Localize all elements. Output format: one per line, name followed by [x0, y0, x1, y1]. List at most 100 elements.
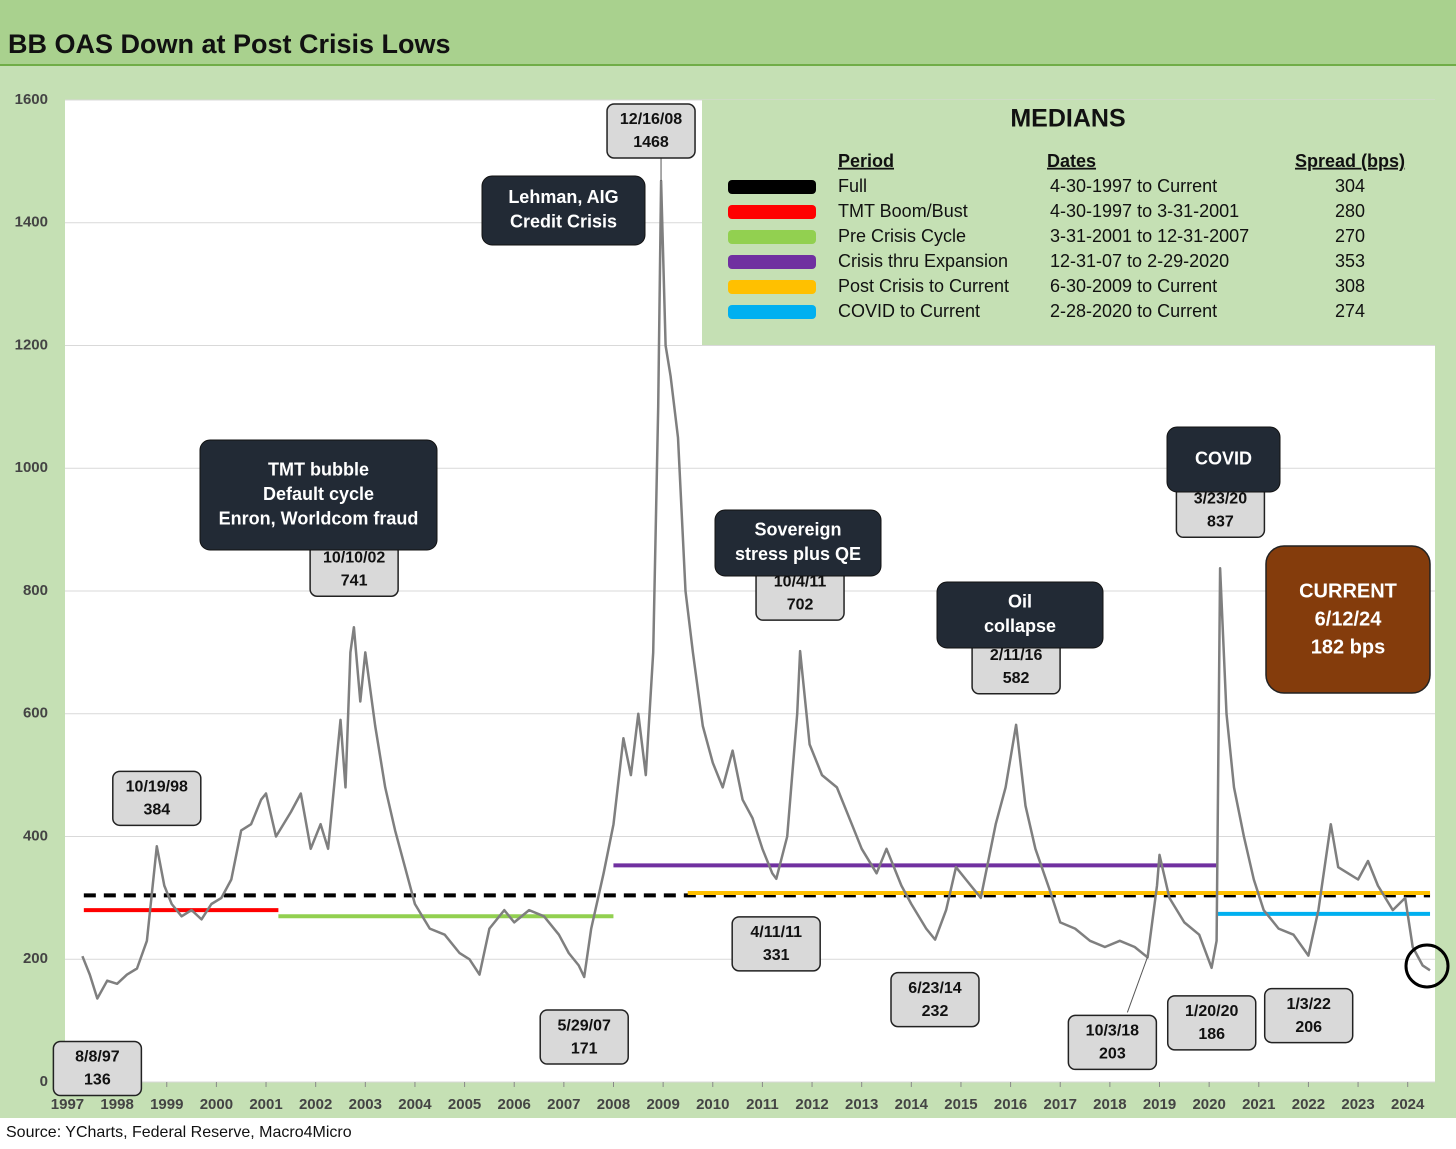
x-tick-label: 2008 — [597, 1096, 630, 1113]
x-tick-label: 2018 — [1093, 1096, 1126, 1113]
x-tick-label: 2023 — [1341, 1096, 1374, 1113]
medians-header: Spread (bps) — [1295, 151, 1405, 171]
annotation-box — [52, 1040, 143, 1097]
x-tick-label: 2012 — [795, 1096, 828, 1113]
x-tick-label: 2011 — [746, 1096, 779, 1113]
x-tick-label: 2004 — [398, 1096, 432, 1113]
x-tick-label: 2019 — [1143, 1096, 1176, 1113]
annotation-value: 384 — [143, 802, 170, 819]
median-value: 353 — [1335, 251, 1365, 271]
median-value: 304 — [1335, 176, 1365, 196]
legend-swatch — [728, 255, 816, 269]
legend-swatch — [728, 180, 816, 194]
median-dates: 3-31-2001 to 12-31-2007 — [1050, 226, 1249, 246]
annotation-value: 702 — [787, 596, 814, 613]
median-dates: 2-28-2020 to Current — [1050, 301, 1217, 321]
current-text: 6/12/24 — [1315, 608, 1383, 630]
legend-label: Pre Crisis Cycle — [838, 226, 966, 246]
x-tick-label: 2001 — [249, 1096, 282, 1113]
annotation-box — [1067, 1014, 1158, 1071]
median-value: 270 — [1335, 226, 1365, 246]
note-text: Default cycle — [263, 484, 374, 504]
annotation-date: 10/19/98 — [126, 779, 188, 796]
x-tick-label: 2009 — [646, 1096, 679, 1113]
current-box — [1265, 545, 1431, 694]
annotation-value: 837 — [1207, 514, 1234, 531]
x-tick-label: 2002 — [299, 1096, 332, 1113]
median-dates: 6-30-2009 to Current — [1050, 276, 1217, 296]
annotation-box — [890, 971, 980, 1028]
medians-title: MEDIANS — [1010, 105, 1125, 133]
y-tick-label: 1600 — [15, 91, 48, 108]
source: Source: YCharts, Federal Reserve, Macro4… — [6, 1124, 352, 1141]
medians-header: Dates — [1047, 151, 1096, 171]
median-value: 280 — [1335, 201, 1365, 221]
medians-header: Period — [838, 151, 894, 171]
note-box — [1166, 426, 1281, 493]
annotation-date: 12/16/08 — [620, 111, 682, 128]
annotation-value: 741 — [341, 572, 368, 589]
x-tick-label: 2000 — [200, 1096, 233, 1113]
note-box — [199, 439, 438, 551]
x-tick-label: 2015 — [944, 1096, 977, 1113]
median-dates: 12-31-07 to 2-29-2020 — [1050, 251, 1229, 271]
annotation-value: 186 — [1198, 1026, 1225, 1043]
leader — [1126, 957, 1148, 1013]
annotation-box — [112, 770, 202, 827]
current-text: 182 bps — [1311, 636, 1385, 658]
x-tick-label: 1998 — [100, 1096, 133, 1113]
annotation-date: 10/3/18 — [1086, 1023, 1139, 1040]
legend-swatch — [728, 230, 816, 244]
note-text: stress plus QE — [735, 544, 861, 564]
annotation-box — [539, 1009, 629, 1065]
note-text: Credit Crisis — [510, 212, 617, 232]
x-tick-label: 2007 — [547, 1096, 580, 1113]
chart-title: BB OAS Down at Post Crisis Lows — [8, 29, 451, 59]
y-tick-label: 400 — [23, 827, 48, 844]
medians-panel — [702, 100, 1435, 345]
y-tick-label: 600 — [23, 705, 48, 722]
annotation-value: 331 — [763, 947, 790, 964]
annotation-date: 10/10/02 — [323, 549, 385, 566]
note-text: Enron, Worldcom fraud — [219, 508, 419, 528]
x-tick-label: 2014 — [895, 1096, 929, 1113]
median-value: 308 — [1335, 276, 1365, 296]
note-text: Oil — [1008, 592, 1032, 612]
legend-label: Post Crisis to Current — [838, 276, 1009, 296]
note-text: collapse — [984, 616, 1056, 636]
annotation-value: 203 — [1099, 1046, 1126, 1063]
title-band — [0, 0, 1456, 64]
annotation-date: 1/3/22 — [1286, 996, 1331, 1013]
note-box — [936, 581, 1104, 649]
annotation-box — [1263, 987, 1354, 1044]
legend-label: TMT Boom/Bust — [838, 201, 968, 221]
annotation-date: 8/8/97 — [75, 1049, 120, 1066]
median-dates: 4-30-1997 to Current — [1050, 176, 1217, 196]
x-tick-label: 2017 — [1044, 1096, 1077, 1113]
y-tick-label: 0 — [40, 1073, 48, 1090]
annotation-box — [731, 916, 821, 972]
x-tick-label: 1999 — [150, 1096, 183, 1113]
annotation-date: 6/23/14 — [908, 980, 961, 997]
legend-swatch — [728, 305, 816, 319]
x-tick-label: 1997 — [51, 1096, 84, 1113]
y-tick-label: 1000 — [15, 459, 48, 476]
legend-label: Full — [838, 176, 867, 196]
x-tick-label: 2016 — [994, 1096, 1027, 1113]
note-text: Lehman, AIG — [508, 187, 618, 207]
current-marker — [1404, 943, 1450, 989]
annotation-value: 136 — [84, 1072, 111, 1089]
legend-swatch — [728, 205, 816, 219]
x-tick-label: 2021 — [1242, 1096, 1275, 1113]
y-tick-label: 1200 — [15, 336, 48, 353]
note-box — [481, 175, 646, 246]
annotation-value: 582 — [1003, 670, 1030, 687]
x-tick-label: 2005 — [448, 1096, 481, 1113]
annotation-value: 232 — [922, 1003, 949, 1020]
x-tick-label: 2013 — [845, 1096, 878, 1113]
median-value: 274 — [1335, 301, 1365, 321]
legend-label: Crisis thru Expansion — [838, 251, 1008, 271]
current-text: CURRENT — [1299, 580, 1397, 602]
legend-swatch — [728, 280, 816, 294]
